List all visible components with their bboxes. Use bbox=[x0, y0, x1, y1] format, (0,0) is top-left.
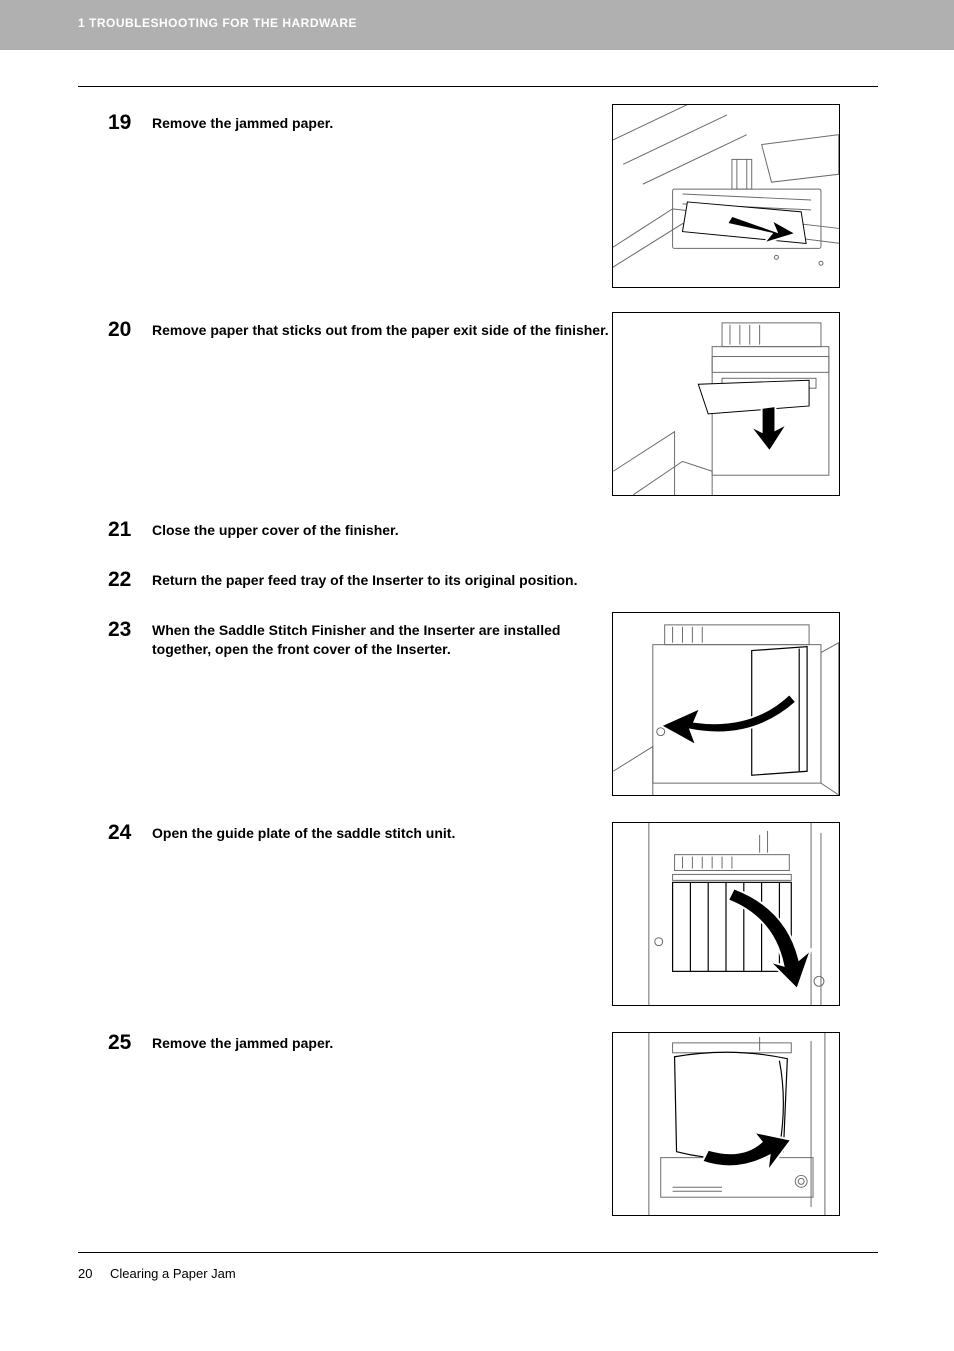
step-text: Remove the jammed paper. bbox=[152, 1032, 333, 1053]
step-number: 21 bbox=[108, 519, 152, 540]
step-text: Remove the jammed paper. bbox=[152, 112, 333, 133]
bottom-horizontal-rule bbox=[78, 1252, 878, 1253]
step-number: 23 bbox=[108, 619, 152, 640]
figure-step-25 bbox=[612, 1032, 840, 1216]
step-text: Remove paper that sticks out from the pa… bbox=[152, 319, 609, 340]
figure-step-24 bbox=[612, 822, 840, 1006]
footer-page-number: 20 bbox=[78, 1266, 92, 1281]
chapter-header-text: 1 TROUBLESHOOTING FOR THE HARDWARE bbox=[78, 16, 357, 30]
step-text: When the Saddle Stitch Finisher and the … bbox=[152, 619, 612, 659]
step-number: 25 bbox=[108, 1032, 152, 1053]
step-number: 24 bbox=[108, 822, 152, 843]
figure-step-20 bbox=[612, 312, 840, 496]
top-horizontal-rule bbox=[78, 86, 878, 87]
figure-step-19 bbox=[612, 104, 840, 288]
step-number: 20 bbox=[108, 319, 152, 340]
document-page: 1 TROUBLESHOOTING FOR THE HARDWARE 19 Re… bbox=[0, 0, 954, 1351]
step-text: Close the upper cover of the finisher. bbox=[152, 519, 399, 540]
step-number: 19 bbox=[108, 112, 152, 133]
step-22: 22 Return the paper feed tray of the Ins… bbox=[108, 569, 878, 590]
step-text: Open the guide plate of the saddle stitc… bbox=[152, 822, 455, 843]
step-number: 22 bbox=[108, 569, 152, 590]
figure-step-23 bbox=[612, 612, 840, 796]
footer-section-title: Clearing a Paper Jam bbox=[110, 1266, 236, 1281]
step-21: 21 Close the upper cover of the finisher… bbox=[108, 519, 878, 540]
step-text: Return the paper feed tray of the Insert… bbox=[152, 569, 578, 590]
